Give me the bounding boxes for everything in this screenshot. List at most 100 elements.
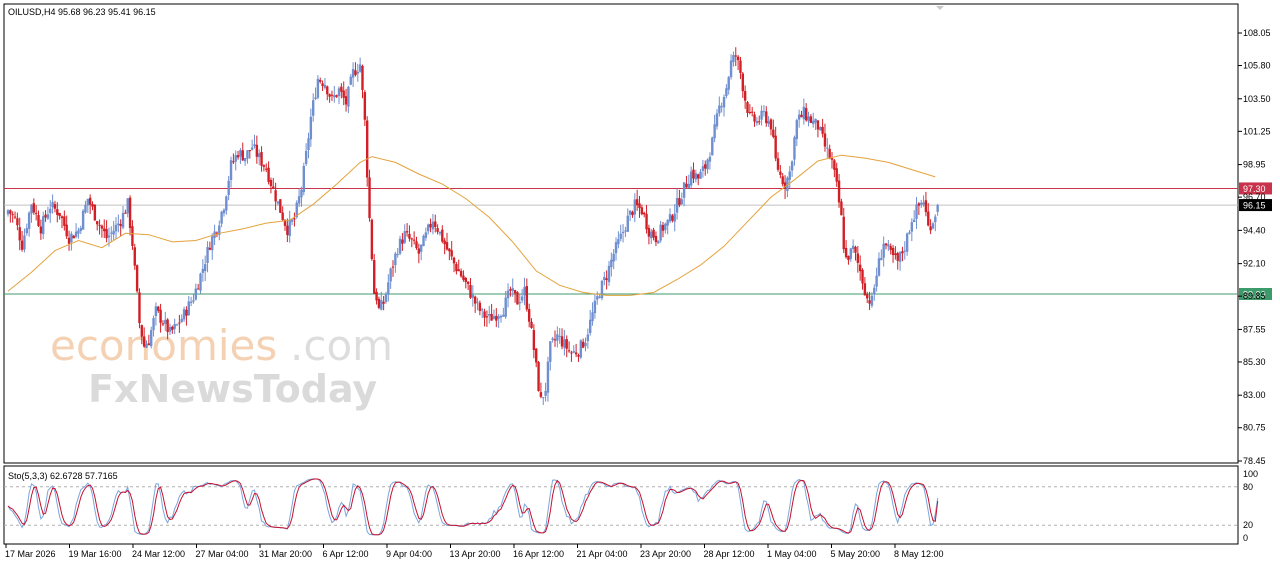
time-tick-label: 27 Mar 04:00 bbox=[196, 549, 249, 559]
candle-body bbox=[584, 342, 587, 347]
stoch-tick-label: 80 bbox=[1243, 482, 1253, 492]
candle-body bbox=[490, 313, 493, 321]
candle-body bbox=[563, 339, 566, 348]
candle-body bbox=[13, 216, 17, 218]
candle-body bbox=[675, 197, 679, 213]
candle-body bbox=[88, 197, 92, 205]
candle-body bbox=[196, 288, 200, 290]
candle-body bbox=[896, 253, 899, 261]
candle-body bbox=[821, 126, 824, 134]
candle-body bbox=[60, 216, 64, 219]
candle-body bbox=[678, 198, 681, 206]
candle-body bbox=[826, 147, 829, 149]
time-tick-label: 21 Apr 04:00 bbox=[577, 549, 628, 559]
candle-body bbox=[650, 231, 653, 239]
candle-body bbox=[457, 269, 460, 272]
level-box-96.15 bbox=[1239, 199, 1272, 212]
candle-body bbox=[870, 295, 874, 306]
candle-body bbox=[908, 232, 911, 234]
candle-body bbox=[884, 243, 888, 246]
candle-body bbox=[527, 309, 531, 322]
candle-body bbox=[117, 223, 120, 226]
watermark: economies .com FxNewsToday bbox=[50, 321, 393, 411]
candle-body bbox=[572, 351, 575, 353]
candle-body bbox=[107, 235, 111, 238]
level-label-90.00: 90.00 bbox=[1243, 289, 1266, 299]
candle-body bbox=[368, 177, 371, 219]
candle-body bbox=[506, 290, 510, 299]
candle-body bbox=[9, 210, 12, 214]
candle-body bbox=[485, 316, 489, 318]
candle-body bbox=[354, 70, 357, 76]
candle-body bbox=[873, 287, 876, 295]
candle-body bbox=[617, 239, 620, 245]
price-axis: 108.05 105.80 103.50 101.25 98.95 96.70 94.40 9… bbox=[1238, 28, 1271, 466]
candle-body bbox=[797, 114, 801, 120]
candle-body bbox=[316, 78, 320, 98]
candle-body bbox=[6, 210, 10, 215]
candle-body bbox=[103, 228, 106, 232]
candle-body bbox=[16, 218, 19, 226]
candle-body bbox=[816, 120, 820, 130]
candle-body bbox=[445, 242, 449, 250]
chart-shift-marker-icon[interactable] bbox=[936, 6, 944, 10]
candle-body bbox=[168, 327, 172, 332]
candle-body bbox=[750, 111, 754, 113]
candle-body bbox=[905, 233, 909, 252]
candle-body bbox=[671, 215, 674, 221]
candle-body bbox=[934, 216, 937, 223]
candle-body bbox=[384, 293, 388, 302]
candle-body bbox=[246, 150, 249, 159]
candle-body bbox=[56, 209, 59, 215]
candle-body bbox=[286, 225, 289, 236]
candle-body bbox=[891, 247, 895, 256]
candle-body bbox=[462, 275, 465, 280]
candle-body bbox=[394, 253, 397, 266]
candle-body bbox=[67, 237, 71, 244]
candle-body bbox=[335, 95, 338, 97]
candle-body bbox=[579, 340, 583, 358]
candle-body bbox=[718, 105, 721, 114]
candle-body bbox=[363, 92, 367, 120]
candle-body bbox=[788, 171, 791, 180]
candle-body bbox=[152, 317, 155, 331]
candle-body bbox=[927, 211, 930, 226]
candle-body bbox=[727, 77, 730, 90]
candle-body bbox=[342, 90, 345, 98]
price-tick-label: 101.25 bbox=[1243, 126, 1271, 136]
candle-body bbox=[373, 260, 376, 294]
candle-body bbox=[37, 215, 40, 227]
candle-body bbox=[161, 323, 165, 325]
candle-body bbox=[290, 219, 294, 222]
candle-body bbox=[790, 161, 794, 171]
time-tick-label: 1 May 04:00 bbox=[767, 549, 817, 559]
candle-body bbox=[365, 120, 369, 178]
time-tick-label: 16 Apr 12:00 bbox=[513, 549, 564, 559]
candle-body bbox=[659, 224, 662, 241]
time-axis: 17 Mar 2026 19 Mar 16:00 24 Mar 12:00 27 Ma… bbox=[5, 544, 944, 559]
candle-body bbox=[110, 232, 113, 234]
candle-body bbox=[74, 231, 78, 237]
candle-body bbox=[11, 214, 14, 216]
candle-body bbox=[478, 302, 482, 311]
candle-body bbox=[91, 204, 94, 207]
candle-body bbox=[577, 355, 580, 357]
candle-body bbox=[692, 169, 695, 179]
candle-body bbox=[858, 264, 862, 272]
candle-body bbox=[518, 302, 521, 304]
candle-body bbox=[889, 246, 892, 250]
candle-body bbox=[112, 230, 115, 235]
candle-body bbox=[464, 277, 467, 283]
candle-body bbox=[736, 56, 740, 61]
candle-body bbox=[436, 228, 439, 232]
candle-body bbox=[847, 255, 850, 261]
candle-body bbox=[704, 164, 707, 169]
price-tick-label: 103.50 bbox=[1243, 94, 1271, 104]
candle-body bbox=[272, 186, 275, 189]
candle-body bbox=[79, 228, 82, 232]
candle-body bbox=[830, 158, 834, 160]
candle-body bbox=[492, 316, 496, 319]
candle-body bbox=[274, 190, 277, 202]
candle-body bbox=[356, 71, 359, 74]
